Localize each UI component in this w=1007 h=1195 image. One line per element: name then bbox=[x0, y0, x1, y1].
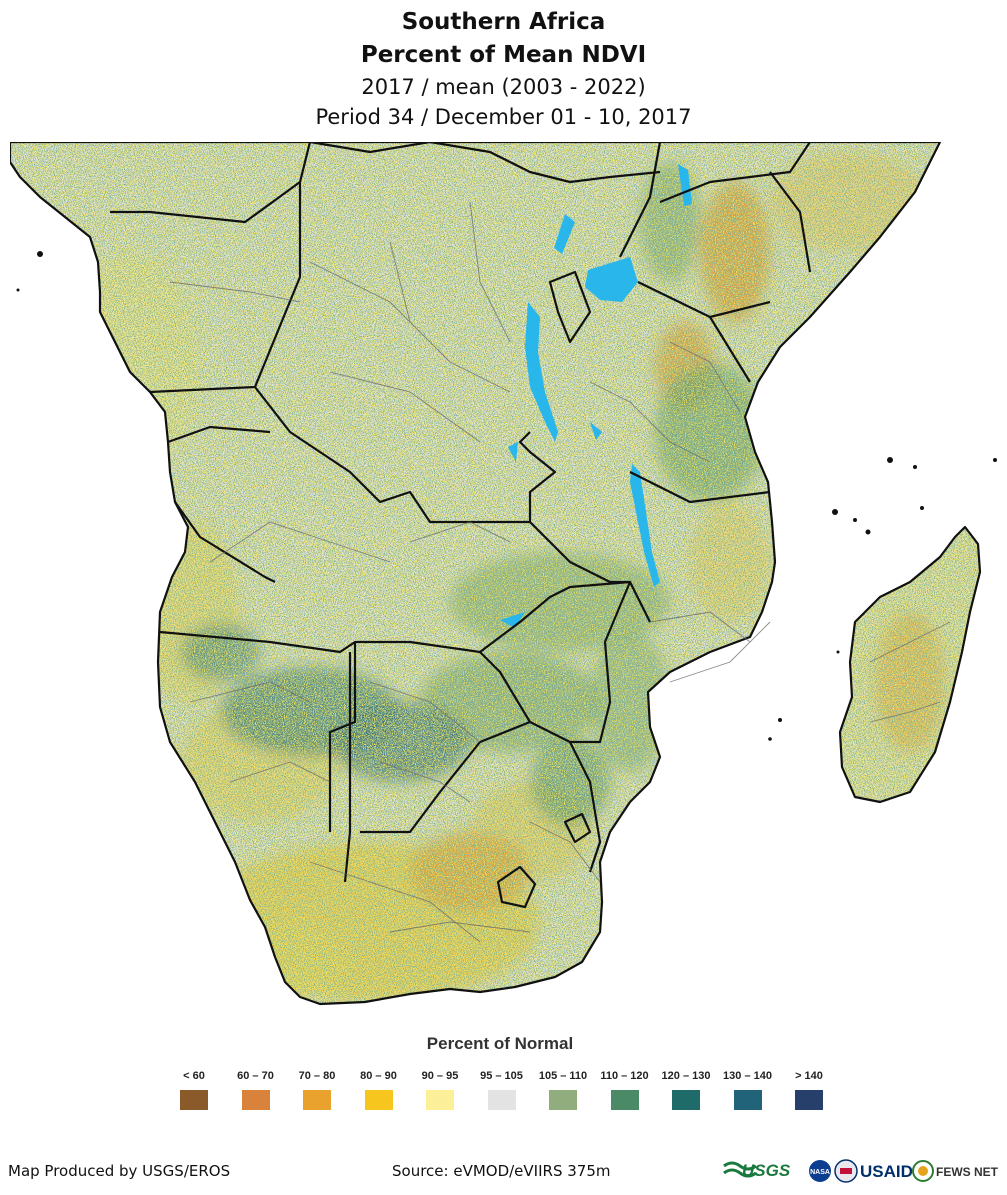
lake-albert bbox=[554, 214, 575, 254]
lake-rukwa bbox=[590, 422, 602, 440]
lake-kariba bbox=[500, 612, 525, 628]
map-region-title: Southern Africa bbox=[401, 9, 606, 35]
legend-item-label: < 60 bbox=[183, 1070, 205, 1082]
legend-item-label: 90 – 95 bbox=[421, 1070, 459, 1082]
legend-item: 105 – 110 bbox=[528, 1068, 598, 1110]
legend-color-swatch bbox=[672, 1090, 700, 1110]
legend-item-label: > 140 bbox=[795, 1070, 823, 1082]
legend-item-label: 110 – 120 bbox=[600, 1070, 649, 1082]
legend-item: 110 – 120 bbox=[590, 1068, 660, 1110]
lakes bbox=[500, 164, 692, 628]
legend-item: 70 – 80 bbox=[282, 1068, 352, 1110]
lake-tanganyika bbox=[525, 302, 558, 442]
legend-color-swatch bbox=[549, 1090, 577, 1110]
map-period-subtitle: Period 34 / December 01 - 10, 2017 bbox=[315, 105, 692, 129]
producer-credit: Map Produced by USGS/EROS bbox=[8, 1162, 231, 1180]
usaid-logo-text: USAID bbox=[860, 1162, 913, 1181]
legend-color-swatch bbox=[180, 1090, 208, 1110]
country-borders bbox=[10, 142, 982, 1006]
legend-item: 90 – 95 bbox=[405, 1068, 475, 1110]
partner-logos: USGS NASA USAID FEWS NET bbox=[723, 1159, 999, 1183]
legend-item: 60 – 70 bbox=[221, 1068, 291, 1110]
legend-color-swatch bbox=[426, 1090, 454, 1110]
legend-item: 95 – 105 bbox=[467, 1068, 537, 1110]
offshore-islands bbox=[16, 251, 997, 741]
legend-item-label: 120 – 130 bbox=[661, 1070, 711, 1082]
legend-item: < 60 bbox=[159, 1068, 229, 1110]
lake-malawi bbox=[630, 464, 660, 587]
legend-color-swatch bbox=[364, 1090, 393, 1110]
fewsnet-logo-text: FEWS NET bbox=[936, 1165, 999, 1179]
legend-item-label: 105 – 110 bbox=[538, 1070, 588, 1082]
ndvi-map bbox=[10, 142, 997, 1006]
admin-boundaries bbox=[169, 201, 951, 943]
legend-title: Percent of Normal bbox=[426, 1034, 574, 1053]
legend-item: 80 – 90 bbox=[344, 1068, 414, 1110]
legend-item-label: 80 – 90 bbox=[360, 1070, 397, 1082]
usgs-logo-text: USGS bbox=[742, 1161, 791, 1180]
map-comparison-subtitle: 2017 / mean (2003 - 2022) bbox=[361, 75, 646, 99]
legend-item-label: 130 – 140 bbox=[723, 1070, 772, 1082]
legend-item-label: 70 – 80 bbox=[298, 1070, 336, 1082]
fewsnet-logo: FEWS NET bbox=[912, 1160, 999, 1182]
legend-item: > 140 bbox=[774, 1068, 844, 1110]
map-title-block: Southern Africa Percent of Mean NDVI 201… bbox=[0, 6, 1007, 132]
legend-item: 130 – 140 bbox=[713, 1068, 783, 1110]
legend-color-swatch bbox=[241, 1090, 270, 1110]
lake-victoria bbox=[585, 257, 638, 302]
legend-item-label: 60 – 70 bbox=[237, 1070, 274, 1082]
usgs-logo: USGS bbox=[723, 1161, 791, 1180]
legend-color-swatch bbox=[487, 1090, 516, 1110]
legend-color-swatch bbox=[733, 1090, 762, 1110]
legend-color-swatch bbox=[795, 1090, 823, 1110]
usaid-logo: USAID bbox=[834, 1159, 913, 1183]
nasa-logo-text: NASA bbox=[810, 1169, 830, 1176]
lake-mweru bbox=[508, 442, 518, 462]
legend-color-swatch bbox=[610, 1090, 639, 1110]
speckle-texture bbox=[10, 142, 980, 1004]
data-source: Source: eVMOD/eVIIRS 375m bbox=[392, 1162, 611, 1180]
legend-item-label: 95 – 105 bbox=[480, 1070, 523, 1082]
nasa-logo: NASA bbox=[809, 1160, 831, 1182]
map-variable-title: Percent of Mean NDVI bbox=[360, 42, 647, 68]
lake-turkana bbox=[678, 164, 692, 206]
legend-color-swatch bbox=[303, 1090, 331, 1110]
legend-item: 120 – 130 bbox=[651, 1068, 721, 1110]
